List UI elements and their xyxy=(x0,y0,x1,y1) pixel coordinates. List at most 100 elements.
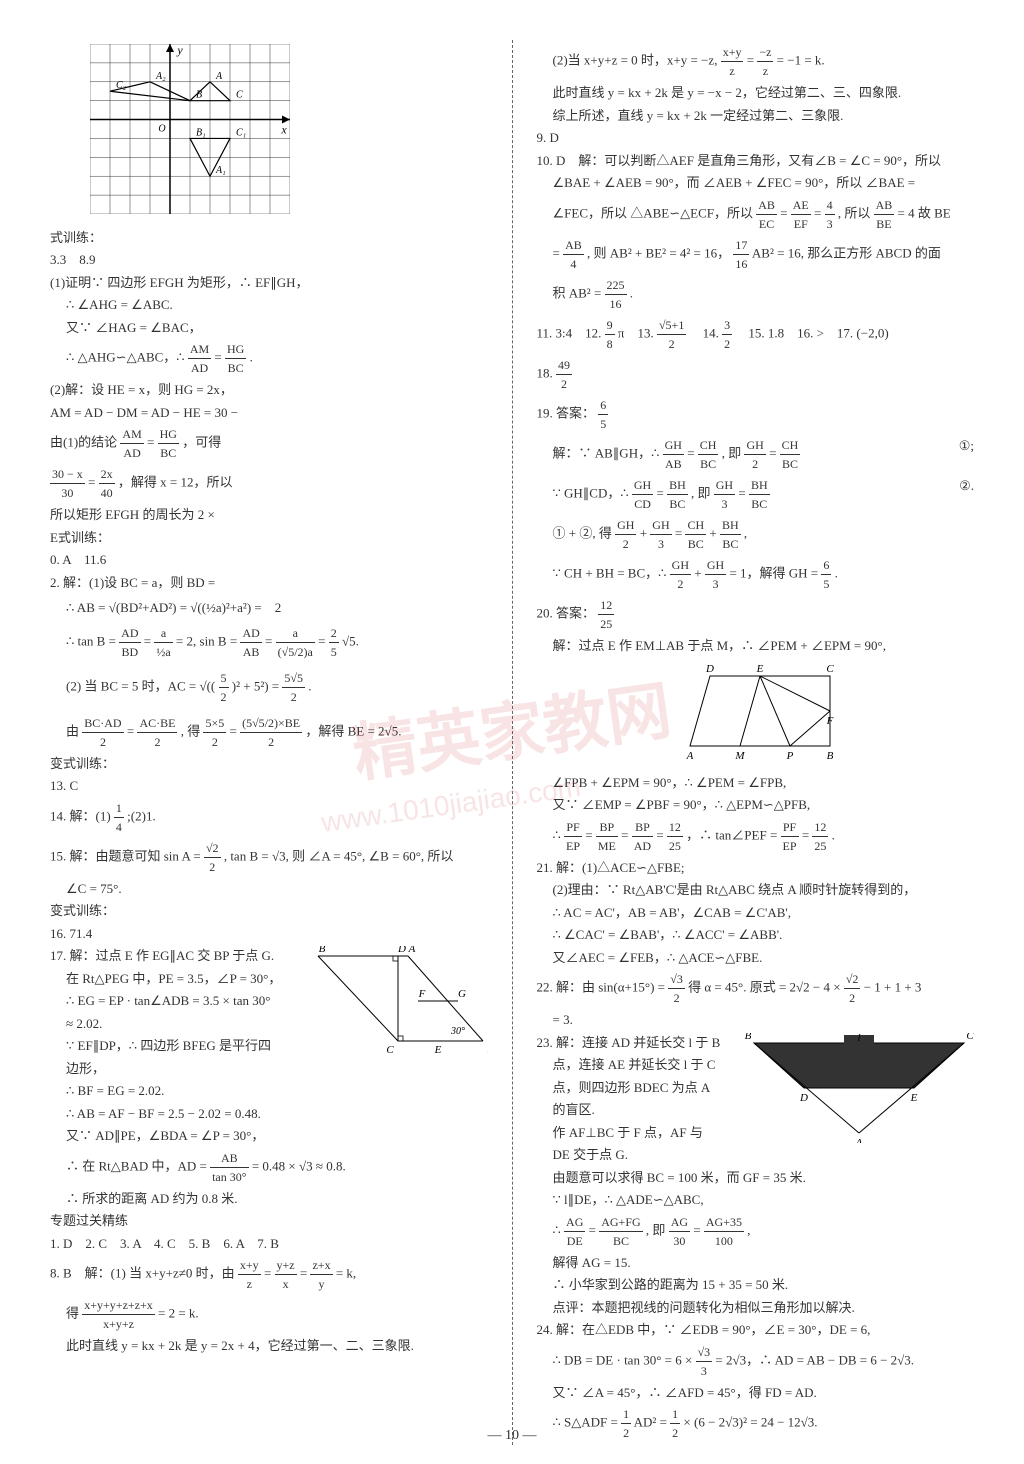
text-line: 解：过点 E 作 EM⊥AB 于点 M，∴ ∠PEM + ∠EPM = 90°, xyxy=(537,636,975,656)
text-line: 又∵ ∠A = 45°，∴ ∠AFD = 45°，得 FD = AD. xyxy=(537,1383,975,1403)
text-line: ∠FEC，所以 △ABE∽△ECF，所以 ABEC = AEEF = 43 , … xyxy=(537,196,975,233)
text-line: 30 − x30 = 2x40 ，解得 x = 12，所以 xyxy=(50,465,488,502)
text-line: 21. 解：(1)△ACE∽△FBE; xyxy=(537,858,975,878)
svg-text:C₁: C₁ xyxy=(236,127,246,138)
text-line: ∴ ∠AHG = ∠ABC. xyxy=(50,295,488,315)
svg-text:B: B xyxy=(318,946,325,955)
text-line: ∴ 小华家到公路的距离为 15 + 35 = 50 米. xyxy=(537,1275,975,1295)
svg-text:C: C xyxy=(827,663,835,675)
text-line: 0. A 11.6 xyxy=(50,550,488,570)
eqn-tag: ①; xyxy=(959,436,974,473)
svg-text:y: y xyxy=(176,44,183,57)
text-line: ∴ DB = DE · tan 30° = 6 × √33 = 2√3，∴ AD… xyxy=(537,1343,975,1380)
text-line: 19. 答案： 65 xyxy=(537,396,975,433)
svg-text:P: P xyxy=(786,750,794,761)
svg-text:A: A xyxy=(686,750,694,761)
text-line: 由题意可以求得 BC = 100 米，而 GF = 35 米. xyxy=(537,1168,975,1188)
svg-text:E: E xyxy=(756,663,764,675)
text-line: ∴ PFEP = BPME = BPAD = 1225 ，∴ tan∠PEF =… xyxy=(537,818,975,855)
svg-text:A: A xyxy=(855,1137,863,1143)
text-line: 综上所述，直线 y = kx + 2k 一定经过第二、三象限. xyxy=(537,106,975,126)
svg-text:B: B xyxy=(196,90,202,101)
text-line: = 3. xyxy=(537,1010,975,1030)
text-line: ∴ 在 Rt△BAD 中，AD = ABtan 30° = 0.48 × √3 … xyxy=(50,1149,488,1186)
text-line: ∴ AB = AF − BF = 2.5 − 2.02 = 0.48. xyxy=(50,1104,488,1124)
figure-17: B DA F G C E P 30° xyxy=(308,946,488,1062)
text-line: ∴ BF = EG = 2.02. xyxy=(50,1081,488,1101)
svg-text:O: O xyxy=(158,124,165,135)
text-line: ∠FPB + ∠EPM = 90°，∴ ∠PEM = ∠FPB, xyxy=(537,773,975,793)
right-column: (2)当 x+y+z = 0 时，x+y = −z, x+yz = −zz = … xyxy=(537,40,975,1445)
text-line: ∴ AGDE = AG+FGBC , 即 AG30 = AG+35100 , xyxy=(537,1213,975,1250)
text-line: 解得 AG = 15. xyxy=(537,1253,975,1273)
text-line: = AB4 , 则 AB² + BE² = 4² = 16， 1716 AB² … xyxy=(537,236,975,273)
text-line: ∠C = 75°. xyxy=(50,879,488,899)
figure-20: DECAMPBF xyxy=(547,661,975,767)
svg-text:C: C xyxy=(386,1044,394,1056)
svg-text:C: C xyxy=(236,90,243,101)
svg-text:C₂: C₂ xyxy=(116,80,127,91)
text-line: 13. C xyxy=(50,776,488,796)
svg-text:30°: 30° xyxy=(450,1026,465,1037)
text-line: 3.3 8.9 xyxy=(50,250,488,270)
text-line: ∴ AB = √(BD²+AD²) = √((½a)²+a²) = 2 xyxy=(50,598,488,618)
text-line: ∵ GH∥CD，∴ GHCD = BHBC , 即 GH3 = BHBC ②. xyxy=(537,476,975,513)
text-line: 又∠AEC = ∠FEB，∴ △ACE∽△FBE. xyxy=(537,948,975,968)
svg-text:A₁: A₁ xyxy=(215,165,226,176)
text-line: 10. D 解：可以判断△AEF 是直角三角形，又有∠B = ∠C = 90°，… xyxy=(537,151,975,171)
page-columns: xyOAA₂BCC₂B₁C₁A₁ 式训练： 3.3 8.9 (1)证明∵ 四边形… xyxy=(50,40,974,1445)
text-line: 16. 71.4 xyxy=(50,924,488,944)
text-line: ∴ S△ADF = 12 AD² = 12 × (6 − 2√3)² = 24 … xyxy=(537,1405,975,1442)
column-divider xyxy=(512,40,513,1445)
text-line: 22. 解：由 sin(α+15°) = √32 得 α = 45°. 原式 =… xyxy=(537,970,975,1007)
svg-text:F: F xyxy=(417,988,425,1000)
coordinate-grid-figure: xyOAA₂BCC₂B₁C₁A₁ xyxy=(90,44,488,220)
text-line: 所以矩形 EFGH 的周长为 2 × xyxy=(50,505,488,525)
svg-text:D: D xyxy=(397,946,406,955)
text-line: 18. 492 xyxy=(537,356,975,393)
text-line: ∴ 所求的距离 AD 约为 0.8 米. xyxy=(50,1189,488,1209)
figure-23: lBCDEA xyxy=(744,1033,974,1149)
text-line: 解：∵ AB∥GH，∴ GHAB = CHBC , 即 GH2 = CHBC ①… xyxy=(537,436,975,473)
svg-text:D: D xyxy=(799,1092,808,1104)
seg: ∴ △AHG∽△ABC，∴ xyxy=(66,349,188,364)
svg-text:x: x xyxy=(280,123,287,137)
text-line: 又∵ ∠HAG = ∠BAC， xyxy=(50,318,488,338)
text-line: 由(1)的结论 AMAD = HGBC ，可得 xyxy=(50,425,488,462)
text-line: 得 x+y+y+z+z+xx+y+z = 2 = k. xyxy=(50,1296,488,1333)
svg-text:l: l xyxy=(857,1033,860,1044)
svg-text:A: A xyxy=(215,71,223,82)
text-line: 变式训练： xyxy=(50,901,488,921)
text-line: ∴ ∠CAC' = ∠BAB'，∴ ∠ACC' = ∠ABB'. xyxy=(537,925,975,945)
svg-text:A₂: A₂ xyxy=(155,71,166,82)
text-line: AM = AD − DM = AD − HE = 30 − xyxy=(50,403,488,423)
text-line: 由 BC·AD2 = AC·BE2 , 得 5×52 = (5√5/2)×BE2… xyxy=(50,714,488,751)
svg-text:A: A xyxy=(407,946,415,955)
text-line: (2) 当 BC = 5 时，AC = √(( 52 )² + 5²) = 5√… xyxy=(50,669,488,706)
text-line: 此时直线 y = kx + 2k 是 y = 2x + 4，它经过第一、二、三象… xyxy=(50,1336,488,1356)
text-line: 专题过关精练 xyxy=(50,1211,488,1231)
text-line: E式训练： xyxy=(50,528,488,548)
text-line: ① + ②, 得 GH2 + GH3 = CHBC + BHBC , xyxy=(537,516,975,553)
svg-text:B: B xyxy=(827,750,834,761)
text-line: 1. D 2. C 3. A 4. C 5. B 6. A 7. B xyxy=(50,1234,488,1254)
text-line: 20. 答案： 1225 xyxy=(537,596,975,633)
text-line: 此时直线 y = kx + 2k 是 y = −x − 2，它经过第二、三、四象… xyxy=(537,83,975,103)
svg-text:G: G xyxy=(458,988,466,1000)
text-line: ∠BAE + ∠AEB = 90°，而 ∠AEB + ∠FEC = 90°，所以… xyxy=(537,173,975,193)
text-line: ∴ tan B = ADBD = a½a = 2, sin B = ADAB =… xyxy=(50,624,488,661)
svg-text:P: P xyxy=(486,1044,487,1056)
svg-text:B: B xyxy=(745,1033,752,1042)
svg-text:D: D xyxy=(705,663,714,675)
text-line: 15. 解：由题意可知 sin A = √22 , tan B = √3, 则 … xyxy=(50,839,488,876)
text-line: 又∵ ∠EMP = ∠PBF = 90°，∴ △EPM∽△PFB, xyxy=(537,795,975,815)
svg-text:E: E xyxy=(433,1044,441,1056)
text-line: 11. 3:4 12. 98 π 13. √5+12 14. 32 15. 1.… xyxy=(537,316,975,353)
left-column: xyOAA₂BCC₂B₁C₁A₁ 式训练： 3.3 8.9 (1)证明∵ 四边形… xyxy=(50,40,488,1445)
text-line: 积 AB² = 22516 . xyxy=(537,276,975,313)
text-line: ∴ AC = AC'，AB = AB'，∠CAB = ∠C'AB', xyxy=(537,903,975,923)
text-line: ∵ l∥DE，∴ △ADE∽△ABC, xyxy=(537,1190,975,1210)
text-line: 2. 解：(1)设 BC = a，则 BD = xyxy=(50,573,488,593)
text-line: ∴ △AHG∽△ABC，∴ AMAD = HGBC . xyxy=(50,340,488,377)
svg-text:C: C xyxy=(966,1033,974,1042)
